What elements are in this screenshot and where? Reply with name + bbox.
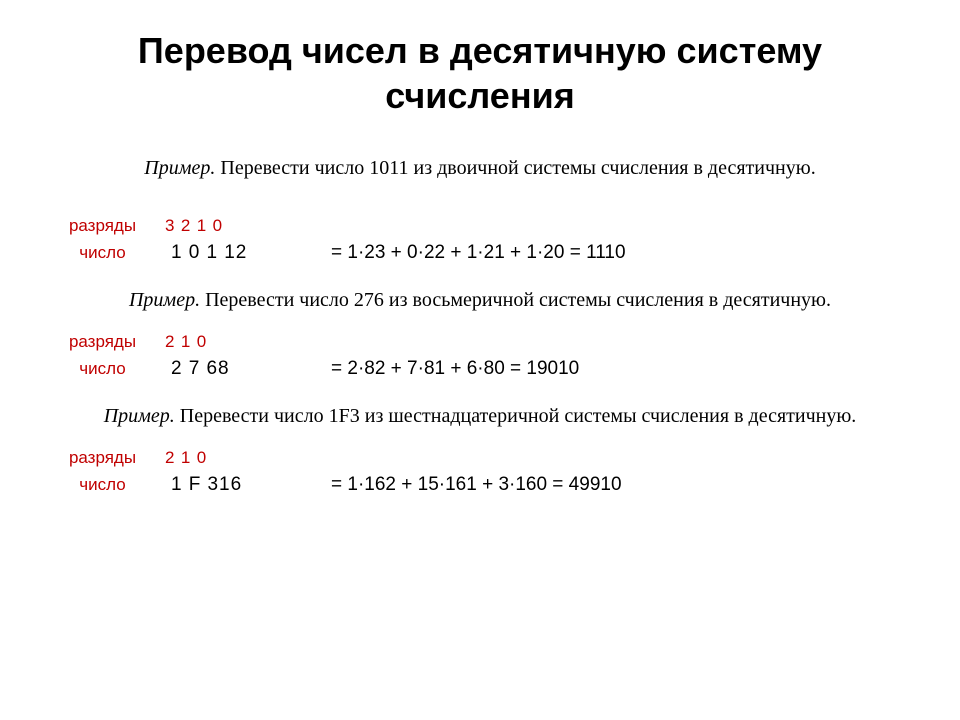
example1-digits: 1 0 1 12 bbox=[165, 242, 331, 264]
number-label: число bbox=[40, 475, 165, 495]
example3-formula: = 1·162 + 15·161 + 3·160 = 49910 bbox=[331, 474, 920, 496]
positions-label: разряды bbox=[40, 332, 165, 352]
example1-digits-row: число 1 0 1 12 = 1·23 + 0·22 + 1·21 + 1·… bbox=[40, 242, 920, 264]
example2-digits-row: число 2 7 68 = 2·82 + 7·81 + 6·80 = 1901… bbox=[40, 358, 920, 380]
slide: Перевод чисел в десятичную систему счисл… bbox=[0, 0, 960, 720]
example3-text: Перевести число 1F3 из шестнадцатеричной… bbox=[175, 405, 857, 427]
positions-label: разряды bbox=[40, 216, 165, 236]
example3-digits: 1 F 316 bbox=[165, 474, 331, 496]
number-label: число bbox=[40, 359, 165, 379]
example2-text: Перевести число 276 из восьмеричной сист… bbox=[200, 289, 831, 311]
example-label: Пример. bbox=[129, 289, 200, 311]
example2-digits: 2 7 68 bbox=[165, 358, 331, 380]
example3-prompt: Пример. Перевести число 1F3 из шестнадца… bbox=[40, 402, 920, 430]
example1-prompt: Пример. Перевести число 1011 из двоичной… bbox=[40, 154, 920, 182]
example1-positions-row: разряды 3 2 1 0 bbox=[40, 216, 920, 236]
example2-formula: = 2·82 + 7·81 + 6·80 = 19010 bbox=[331, 358, 920, 380]
example3-positions-row: разряды 2 1 0 bbox=[40, 448, 920, 468]
positions-label: разряды bbox=[40, 448, 165, 468]
example2-work: разряды 2 1 0 число 2 7 68 = 2·82 + 7·81… bbox=[40, 332, 920, 380]
example-label: Пример. bbox=[104, 405, 175, 427]
example2-positions: 2 1 0 bbox=[165, 332, 325, 352]
number-label: число bbox=[40, 243, 165, 263]
example3-positions: 2 1 0 bbox=[165, 448, 325, 468]
example3-work: разряды 2 1 0 число 1 F 316 = 1·162 + 15… bbox=[40, 448, 920, 496]
example2-prompt: Пример. Перевести число 276 из восьмерич… bbox=[40, 286, 920, 314]
example1-work: разряды 3 2 1 0 число 1 0 1 12 = 1·23 + … bbox=[40, 216, 920, 264]
example1-positions: 3 2 1 0 bbox=[165, 216, 325, 236]
example1-text: Перевести число 1011 из двоичной системы… bbox=[215, 157, 815, 179]
slide-title: Перевод чисел в десятичную систему счисл… bbox=[70, 28, 890, 118]
example1-formula: = 1·23 + 0·22 + 1·21 + 1·20 = 1110 bbox=[331, 242, 920, 264]
example3-digits-row: число 1 F 316 = 1·162 + 15·161 + 3·160 =… bbox=[40, 474, 920, 496]
example2-positions-row: разряды 2 1 0 bbox=[40, 332, 920, 352]
example-label: Пример. bbox=[144, 157, 215, 179]
